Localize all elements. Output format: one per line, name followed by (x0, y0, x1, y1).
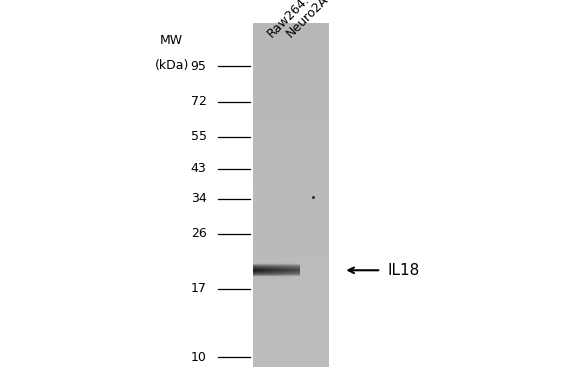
Text: 26: 26 (191, 227, 207, 240)
Text: Neuro2A: Neuro2A (283, 0, 331, 40)
Text: 10: 10 (191, 351, 207, 364)
Text: IL18: IL18 (387, 263, 419, 278)
Text: 72: 72 (191, 96, 207, 108)
Text: MW: MW (160, 34, 183, 47)
Text: Raw264.7: Raw264.7 (264, 0, 317, 40)
Text: 95: 95 (191, 60, 207, 73)
Text: 55: 55 (191, 130, 207, 143)
Text: 17: 17 (191, 282, 207, 295)
Text: 34: 34 (191, 192, 207, 206)
Text: (kDa): (kDa) (154, 59, 189, 71)
Text: 43: 43 (191, 162, 207, 175)
